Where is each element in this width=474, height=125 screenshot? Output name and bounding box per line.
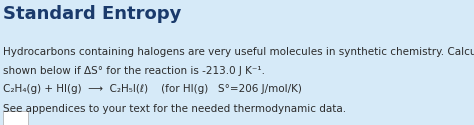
Text: See appendices to your text for the needed thermodynamic data.: See appendices to your text for the need… bbox=[2, 104, 346, 115]
Text: Standard Entropy: Standard Entropy bbox=[2, 5, 181, 23]
Text: C₂H₄(g) + HI(g)  ⟶  C₂H₅I(ℓ)    (for HI(g)   S°=206 J/mol/K): C₂H₄(g) + HI(g) ⟶ C₂H₅I(ℓ) (for HI(g) S°… bbox=[2, 84, 301, 94]
FancyBboxPatch shape bbox=[2, 111, 28, 125]
Text: Hydrocarbons containing halogens are very useful molecules in synthetic chemistr: Hydrocarbons containing halogens are ver… bbox=[2, 47, 474, 57]
Text: shown below if ΔS° for the reaction is -213.0 J K⁻¹.: shown below if ΔS° for the reaction is -… bbox=[2, 66, 264, 76]
